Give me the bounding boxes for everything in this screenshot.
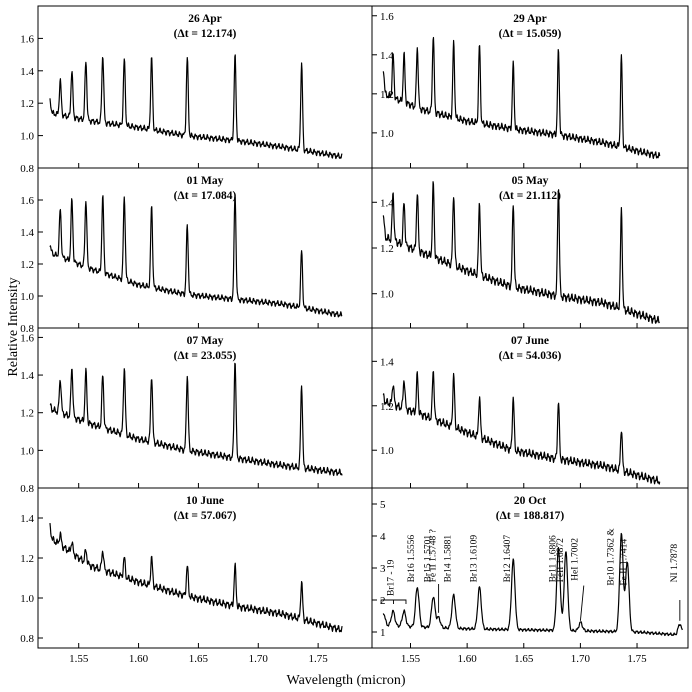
- annotation-br10: Br10 1.7362 &: [606, 528, 616, 586]
- x-tick-label: 1.75: [627, 653, 647, 665]
- spectrum-line-6: [49, 523, 343, 633]
- panel-title: 07 June: [511, 335, 549, 347]
- panel-subtitle: (Δt = 21.112): [499, 190, 561, 202]
- y-tick-label: 1.0: [380, 445, 394, 457]
- y-tick-label: 1.2: [380, 243, 394, 255]
- y-tick-label: 0.8: [20, 633, 34, 645]
- spectrum-line-3: [382, 181, 660, 324]
- br17-19-bracket: [380, 599, 407, 604]
- y-tick-label: 0.8: [20, 483, 34, 495]
- y-tick-label: 1.0: [20, 291, 34, 303]
- panel-subtitle: (Δt = 15.059): [499, 28, 562, 40]
- y-tick-label: 1.6: [20, 332, 34, 344]
- annotation-line-label: Br12 1.6407: [503, 535, 513, 583]
- y-tick-label: 1.0: [20, 593, 34, 605]
- annotation-line-label: Fe II 1.5748 ?: [429, 529, 439, 582]
- spectrum-line-0: [49, 54, 343, 160]
- y-tick-label: 1.2: [20, 553, 34, 565]
- panel-title: 07 May: [187, 335, 224, 347]
- y-tick-label: 0.8: [20, 323, 34, 335]
- y-tick-label: 1.0: [380, 289, 394, 301]
- y-tick-label: 1: [380, 627, 386, 639]
- annotation-line-label: Br16 1.5556: [407, 535, 417, 583]
- annotation-line-label: Br11 1.6806: [548, 535, 558, 582]
- annotation-line-label: Br13 1.6109: [469, 535, 479, 583]
- y-axis-label: Relative Intensity: [6, 277, 21, 376]
- y-tick-label: 1.2: [20, 98, 34, 110]
- x-tick-label: 1.75: [309, 653, 329, 665]
- y-tick-label: 1.0: [20, 131, 34, 143]
- panel-subtitle: (Δt = 57.067): [174, 510, 237, 522]
- y-tick-label: 1.4: [20, 66, 34, 78]
- y-tick-label: 3: [380, 563, 386, 575]
- y-tick-label: 1.0: [380, 128, 394, 140]
- y-tick-label: 1.2: [20, 259, 34, 271]
- x-tick-label: 1.55: [401, 653, 421, 665]
- y-tick-label: 1.4: [20, 513, 34, 525]
- spectrum-line-1: [382, 36, 661, 160]
- x-tick-label: 1.70: [249, 653, 269, 665]
- y-tick-label: 0.8: [20, 163, 34, 175]
- y-tick-label: 1.4: [20, 370, 34, 382]
- hei-leader-line: [579, 585, 585, 621]
- panel-title: 10 June: [186, 495, 224, 507]
- x-tick-label: 1.60: [458, 653, 478, 665]
- spectrum-line-2: [49, 195, 343, 318]
- x-tick-label: 1.65: [189, 653, 209, 665]
- x-tick-label: 1.70: [571, 653, 591, 665]
- y-tick-label: 5: [380, 499, 386, 511]
- annotation-br17-19: Br17 - 19: [387, 559, 397, 596]
- panel-subtitle: (Δt = 23.055): [174, 350, 237, 362]
- y-tick-label: 1.4: [380, 356, 394, 368]
- panel-subtitle: (Δt = 17.084): [174, 190, 237, 202]
- panel-title: 26 Apr: [188, 13, 222, 25]
- panel-title: 29 Apr: [513, 13, 547, 25]
- annotation-line-label: Br14 1.5881: [444, 535, 454, 583]
- annotation-ni: NI 1.7878: [670, 544, 680, 583]
- x-tick-label: 1.65: [514, 653, 534, 665]
- spectrum-line-4: [49, 362, 343, 477]
- x-tick-label: 1.55: [69, 653, 89, 665]
- y-tick-label: 1.6: [20, 195, 34, 207]
- panel-subtitle: (Δt = 12.174): [174, 28, 237, 40]
- y-tick-label: 1.0: [20, 445, 34, 457]
- x-axis-label: Wavelength (micron): [287, 673, 406, 688]
- y-tick-label: 2: [380, 595, 386, 607]
- annotation-feii-1-7414: Fe II 1.7414: [619, 539, 629, 586]
- y-tick-label: 1.6: [380, 11, 394, 23]
- x-tick-label: 1.60: [129, 653, 149, 665]
- y-tick-label: 1.4: [20, 227, 34, 239]
- panel-title: 05 May: [512, 175, 549, 187]
- panel-subtitle: (Δt = 54.036): [499, 350, 562, 362]
- panel-title: 01 May: [187, 175, 224, 187]
- spectrum-line-7: [382, 532, 683, 637]
- annotation-line-label: HeI 1.7002: [571, 538, 581, 581]
- annotation-line-label: FeII 1.6872: [556, 538, 566, 583]
- spectrum-line-5: [382, 371, 661, 485]
- panel-title: 20 Oct: [514, 495, 546, 507]
- y-tick-label: 1.6: [20, 33, 34, 45]
- y-tick-label: 4: [380, 531, 386, 543]
- y-tick-label: 1.4: [380, 197, 394, 209]
- y-tick-label: 1.4: [380, 50, 394, 62]
- annotation-line-label: Br15 1.5701: [423, 535, 433, 583]
- panel-subtitle: (Δt = 188.817): [496, 510, 565, 522]
- y-tick-label: 1.2: [20, 408, 34, 420]
